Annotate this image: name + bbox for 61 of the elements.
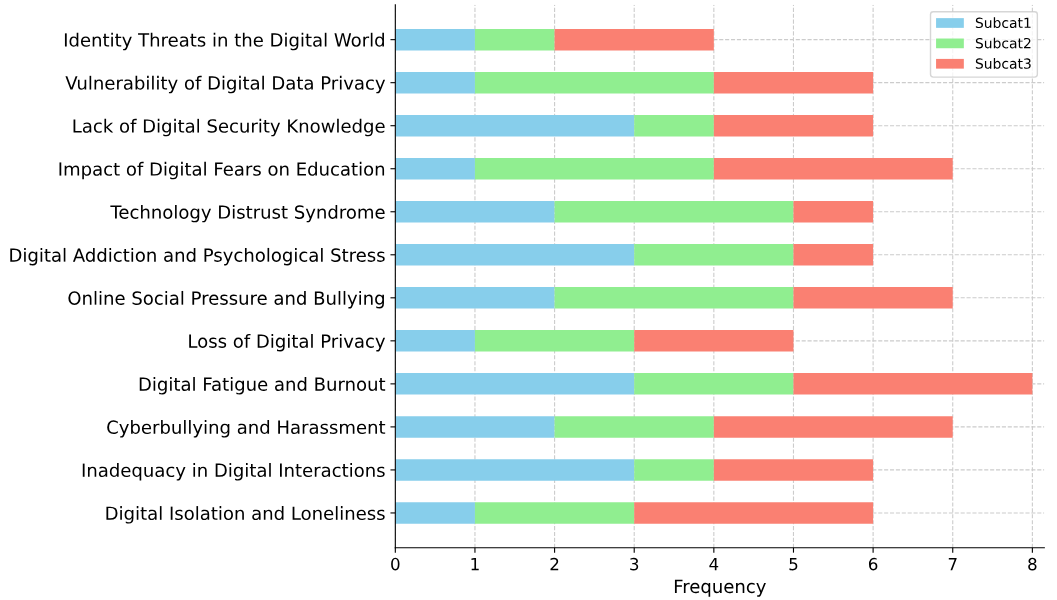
y-tick-label: Digital Addiction and Psychological Stress: [10, 247, 385, 266]
bar: [395, 416, 555, 438]
x-tick-label: 5: [789, 558, 798, 571]
bar: [395, 502, 475, 524]
bar: [713, 114, 874, 137]
legend-label: Subcat3: [975, 58, 1031, 69]
y-tick-label: Inadequacy in Digital Interactions: [82, 463, 385, 481]
bar: [474, 71, 714, 94]
y-tick-label: Loss of Digital Privacy: [189, 333, 386, 352]
y-tick-label: Identity Threats in the Digital World: [64, 32, 384, 51]
bar: [554, 416, 714, 438]
x-axis-title: Frequency: [674, 579, 766, 597]
bar: [474, 28, 555, 51]
bar: [634, 114, 714, 137]
y-tick-label: Vulnerability of Digital Data Privacy: [65, 75, 386, 94]
bar: [793, 287, 953, 309]
bar: [634, 373, 794, 395]
legend-label: Subcat2: [975, 37, 1031, 49]
bar: [713, 416, 953, 438]
bar: [395, 373, 635, 395]
bar: [634, 244, 794, 266]
bar: [713, 459, 874, 481]
y-tick-label: Impact of Digital Fears on Education: [59, 161, 385, 180]
bar: [395, 244, 635, 266]
bar: [395, 330, 475, 352]
x-tick-label: 2: [550, 557, 559, 571]
bar: [793, 373, 1033, 395]
bar: [395, 287, 555, 309]
legend-label: Subcat1: [975, 17, 1031, 29]
bar: [474, 502, 635, 524]
x-tick-label: 3: [630, 557, 639, 571]
bar: [713, 71, 874, 94]
x-tick-label: 8: [1028, 557, 1037, 571]
y-tick-label: Digital Isolation and Loneliness: [106, 506, 385, 524]
bar: [793, 201, 874, 223]
bar: [395, 157, 475, 180]
x-tick-label: 4: [709, 558, 719, 571]
x-tick-label: 6: [868, 557, 878, 571]
x-tick-label: 7: [948, 558, 957, 571]
bar: [395, 28, 475, 51]
bar: [395, 201, 555, 223]
x-tick-label: 1: [471, 558, 479, 571]
bar: [634, 502, 874, 524]
bar: [474, 330, 635, 352]
y-tick-label: Digital Fatigue and Burnout: [139, 377, 386, 395]
y-tick-label: Online Social Pressure and Bullying: [68, 290, 384, 309]
bar: [634, 459, 714, 481]
y-tick-label: Lack of Digital Security Knowledge: [73, 118, 385, 137]
bar: [713, 157, 953, 180]
y-tick-label: Technology Distrust Syndrome: [110, 204, 385, 223]
x-tick-label: 0: [391, 557, 400, 571]
bar: [793, 244, 874, 266]
bar: [554, 201, 794, 223]
bar: [634, 330, 794, 352]
bar: [395, 114, 635, 137]
bar: [554, 28, 714, 51]
bar: [554, 287, 794, 309]
y-tick-label: Cyberbullying and Harassment: [107, 420, 386, 438]
bar: [395, 71, 475, 94]
bar: [395, 459, 635, 481]
bar: [474, 157, 714, 180]
